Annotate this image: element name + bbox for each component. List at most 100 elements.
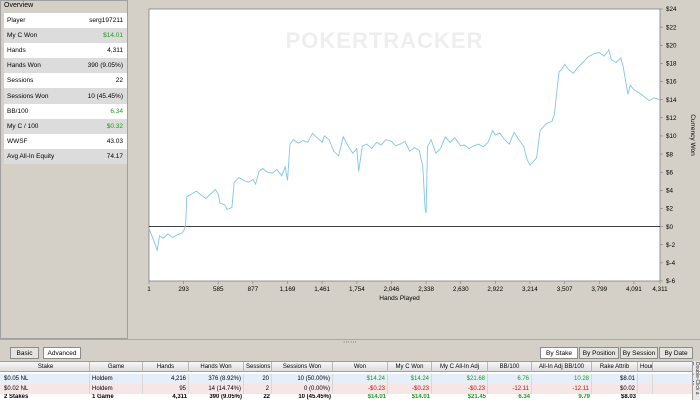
overview-row-value: 74.17: [106, 152, 123, 160]
table-vertical-scrollbar[interactable]: [692, 361, 700, 400]
overview-row: Hands 4,311: [4, 43, 127, 59]
tab-by-stake[interactable]: By Stake: [540, 347, 578, 359]
table-header-row: Stake Game Hands Hands Won Sessions Sessions …: [0, 362, 692, 372]
overview-row: BB/100 6.34: [4, 103, 127, 119]
overview-row-value: $14.01: [103, 32, 123, 40]
y-tick-label: $-2: [666, 242, 676, 249]
overview-row-value: 43.03: [106, 137, 123, 145]
overview-row-value: 10 (45.45%): [87, 92, 123, 100]
x-tick-label: 1: [147, 286, 151, 293]
y-tick-label: $0: [666, 224, 674, 231]
side-hint-text: Double-Click a Row for Mo: [693, 362, 700, 395]
table-cell: 95: [143, 384, 189, 394]
table-cell: $0.02: [592, 384, 638, 394]
table-total-cell: [638, 394, 653, 400]
table-total-cell: 9.79: [578, 394, 590, 400]
column-header[interactable]: All-In Adj BB/100: [532, 362, 592, 372]
tab-by-session[interactable]: By Session: [620, 347, 658, 359]
y-tick-label: $8: [666, 151, 674, 158]
column-header[interactable]: Stake: [2, 362, 90, 372]
column-header[interactable]: Hands: [143, 362, 189, 372]
table-total-cell: $14.01: [367, 394, 386, 400]
overview-row-label: My C / 100: [7, 122, 39, 130]
y-tick-label: $6: [666, 169, 674, 176]
tab-advanced[interactable]: Advanced: [43, 347, 81, 359]
column-header[interactable]: Sessions: [246, 362, 272, 372]
table-total-cell: $21.45: [467, 394, 486, 400]
plot-area: [148, 8, 661, 282]
y-tick-label: $10: [666, 133, 677, 140]
table-row[interactable]: $0.05 NL Holdem 4,216 376 (8.92%) 20 10 (50.0…: [0, 374, 692, 384]
table-row[interactable]: $0.02 NL Holdem 95 14 (14.74%) 2 0 (0.00%) -$0…: [0, 384, 692, 394]
y-tick-label: $-4: [666, 260, 676, 267]
table-cell: Holdem: [90, 374, 143, 384]
x-tick-label: 877: [248, 286, 259, 293]
table-total-cell: 22: [263, 394, 270, 400]
panel-splitter[interactable]: [0, 339, 700, 346]
table-cell: -12.11: [488, 384, 532, 394]
tab-basic[interactable]: Basic: [10, 347, 39, 359]
table-cell: $8.01: [592, 374, 638, 384]
overview-title: Overview: [4, 2, 34, 9]
table-cell: $14.24: [333, 374, 388, 384]
column-header[interactable]: Won: [333, 362, 388, 372]
table-cell: $0.02 NL: [2, 384, 90, 394]
table-cell: 6.76: [488, 374, 532, 384]
splitter-grip-icon[interactable]: ⋯⋯: [343, 339, 357, 346]
y-tick-label: $14: [666, 97, 677, 104]
overview-row: Player serg197211: [4, 13, 127, 29]
table-total-cell: 6.34: [518, 394, 530, 400]
overview-row-value: 6.34: [110, 107, 123, 115]
overview-row-label: WWSF: [7, 137, 28, 145]
overview-row-label: Hands: [7, 47, 26, 55]
table-cell: 10 (50.00%): [272, 374, 333, 384]
x-tick-label: 1,461: [314, 286, 330, 293]
x-tick-label: 3,507: [557, 286, 573, 293]
winnings-line-chart: POKERTRACKER $24 $22 $20 $18 $16 $14 $12 $10 $8 $6…: [147, 6, 696, 302]
overview-row-value: 4,311: [107, 47, 123, 55]
overview-row-label: Sessions Won: [7, 92, 49, 100]
x-tick-label: 4,091: [626, 286, 642, 293]
x-tick-label: 2,630: [453, 286, 469, 293]
overview-row: My C Won $14.01: [4, 28, 127, 44]
table-cell: $0.05 NL: [2, 374, 90, 384]
tab-by-position[interactable]: By Position: [579, 347, 619, 359]
tab-by-date[interactable]: By Date: [659, 347, 693, 359]
column-header[interactable]: Hands Won: [189, 362, 244, 372]
x-tick-label: 585: [213, 286, 224, 293]
table-total-cell: 2 Stakes: [4, 394, 29, 400]
table-cell: 0 (0.00%): [272, 384, 333, 394]
column-header[interactable]: Hour: [640, 362, 653, 372]
table-total-cell: $14.01: [411, 394, 430, 400]
table-cell: [638, 384, 653, 394]
y-tick-label: $20: [666, 42, 677, 49]
y-tick-label: $12: [666, 115, 677, 122]
overview-row-label: Sessions: [7, 77, 34, 85]
table-cell: $21.68: [432, 374, 488, 384]
table-cell: 20: [244, 374, 272, 384]
table-total-cell: 10 (45.45%): [298, 394, 331, 400]
y-tick-label: $2: [666, 206, 674, 213]
table-cell: [638, 374, 653, 384]
column-header[interactable]: Game: [90, 362, 143, 372]
y-tick-label: $16: [666, 79, 677, 86]
x-tick-label: 1,169: [280, 286, 296, 293]
stake-stats-table: Stake Game Hands Hands Won Sessions Sessions …: [0, 361, 692, 400]
column-header[interactable]: Sessions Won: [272, 362, 333, 372]
table-total-cell: 4,311: [172, 394, 187, 400]
table-cell: -$0.23: [333, 384, 388, 394]
overview-row-label: My C Won: [7, 32, 38, 40]
table-cell: 10.28: [532, 374, 592, 384]
overview-row-label: Player: [7, 17, 26, 25]
overview-row: Sessions Won 10 (45.45%): [4, 88, 127, 104]
column-header[interactable]: My C All-In Adj: [432, 362, 488, 372]
column-header[interactable]: BB/100: [488, 362, 532, 372]
table-total-cell: 390 (9.05%): [209, 394, 242, 400]
x-tick-label: 293: [178, 286, 189, 293]
overview-row: Hands Won 390 (9.05%): [4, 58, 127, 74]
table-cell: Holdem: [90, 384, 143, 394]
column-header[interactable]: My C Won: [388, 362, 432, 372]
column-header[interactable]: Rake Attrib: [592, 362, 638, 372]
overview-row: My C / 100 $0.32: [4, 118, 127, 134]
